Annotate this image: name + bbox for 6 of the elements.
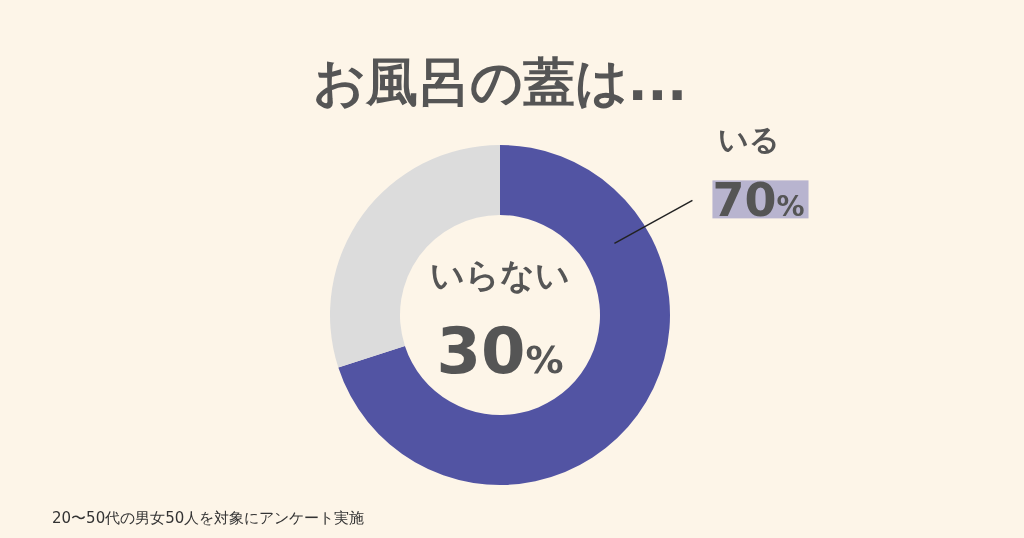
text: 20〜50代の男女50人を対象にアンケート実施 <box>52 509 365 527</box>
slice-label: いらない <box>430 255 570 295</box>
slice-label: いる <box>718 122 781 158</box>
title: お風呂の蓋は... <box>312 52 688 112</box>
data-label: 70% <box>712 173 805 228</box>
data-label: 30% <box>436 314 564 388</box>
